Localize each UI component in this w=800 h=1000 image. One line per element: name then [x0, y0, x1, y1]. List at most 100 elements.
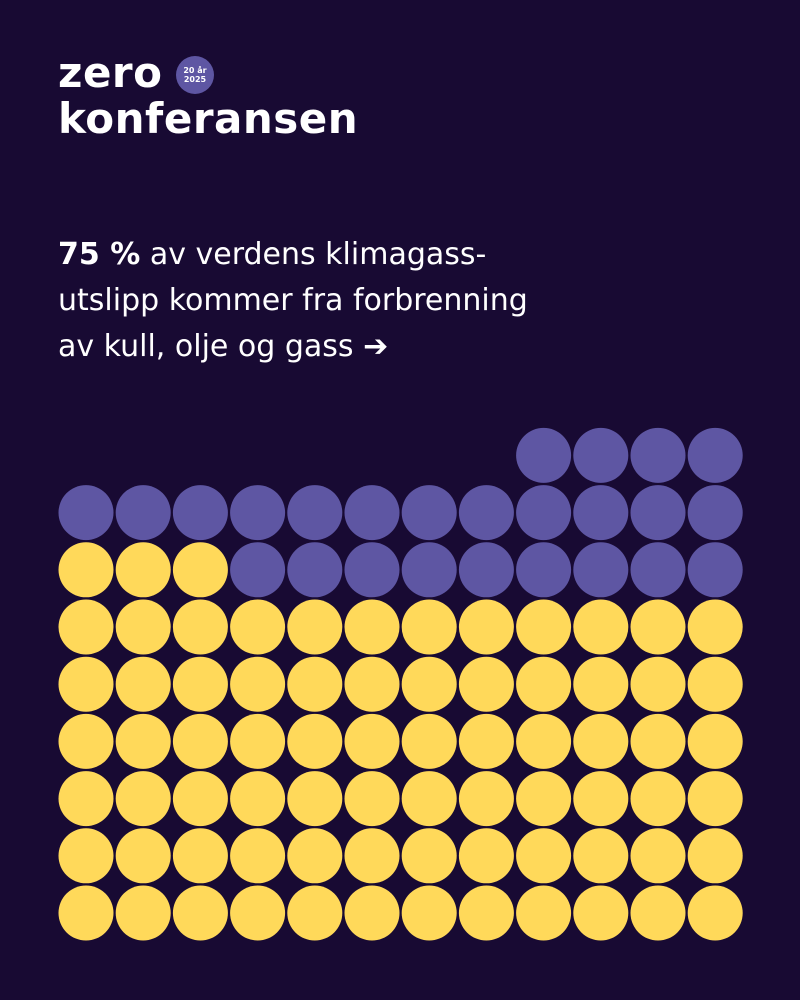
- waffle-unit-highlight: [573, 828, 629, 884]
- waffle-unit-highlight: [401, 599, 457, 655]
- waffle-unit-highlight: [287, 885, 343, 941]
- waffle-unit-highlight: [344, 885, 400, 941]
- waffle-unit-highlight: [115, 656, 171, 712]
- waffle-unit-highlight: [401, 713, 457, 769]
- waffle-unit-rest: [401, 485, 457, 541]
- waffle-unit-highlight: [630, 713, 686, 769]
- waffle-unit-rest: [115, 485, 171, 541]
- waffle-unit-rest: [516, 542, 572, 598]
- waffle-unit-rest: [287, 485, 343, 541]
- waffle-unit-highlight: [287, 828, 343, 884]
- waffle-unit-highlight: [58, 713, 114, 769]
- logo-word-konferansen: konferansen: [58, 94, 359, 143]
- waffle-unit-highlight: [687, 885, 743, 941]
- waffle-unit-highlight: [458, 713, 514, 769]
- waffle-unit-rest: [687, 542, 743, 598]
- headline-line2: utslipp kommer fra forbrenning: [58, 283, 528, 318]
- waffle-unit-highlight: [630, 828, 686, 884]
- waffle-unit-highlight: [573, 771, 629, 827]
- waffle-unit-rest: [573, 542, 629, 598]
- waffle-unit-highlight: [573, 656, 629, 712]
- waffle-unit-highlight: [516, 828, 572, 884]
- waffle-unit-highlight: [172, 599, 228, 655]
- waffle-unit-highlight: [516, 656, 572, 712]
- waffle-unit-highlight: [172, 656, 228, 712]
- waffle-unit-highlight: [573, 599, 629, 655]
- waffle-unit-highlight: [344, 771, 400, 827]
- waffle-unit-rest: [573, 427, 629, 483]
- waffle-unit-highlight: [401, 885, 457, 941]
- waffle-unit-highlight: [287, 771, 343, 827]
- waffle-unit-highlight: [115, 713, 171, 769]
- waffle-unit-highlight: [172, 713, 228, 769]
- waffle-unit-highlight: [630, 885, 686, 941]
- waffle-unit-highlight: [58, 885, 114, 941]
- waffle-unit-highlight: [230, 885, 286, 941]
- waffle-unit-highlight: [230, 656, 286, 712]
- waffle-unit-highlight: [458, 656, 514, 712]
- waffle-unit-rest: [230, 542, 286, 598]
- waffle-unit-highlight: [630, 599, 686, 655]
- waffle-unit-rest: [344, 485, 400, 541]
- waffle-unit-rest: [458, 542, 514, 598]
- waffle-unit-rest: [230, 485, 286, 541]
- headline-highlight: 75 %: [58, 237, 141, 272]
- waffle-unit-rest: [401, 542, 457, 598]
- waffle-unit-rest: [344, 542, 400, 598]
- waffle-unit-highlight: [344, 656, 400, 712]
- waffle-unit-highlight: [115, 542, 171, 598]
- waffle-unit-highlight: [687, 771, 743, 827]
- arrow-right-icon: ➔: [363, 329, 389, 364]
- waffle-unit-highlight: [230, 599, 286, 655]
- waffle-unit-highlight: [172, 542, 228, 598]
- waffle-unit-highlight: [58, 771, 114, 827]
- waffle-unit-highlight: [58, 656, 114, 712]
- waffle-unit-highlight: [287, 599, 343, 655]
- waffle-unit-highlight: [58, 599, 114, 655]
- waffle-unit-highlight: [115, 828, 171, 884]
- waffle-unit-highlight: [516, 885, 572, 941]
- waffle-unit-highlight: [630, 771, 686, 827]
- waffle-unit-highlight: [115, 599, 171, 655]
- waffle-unit-highlight: [687, 599, 743, 655]
- waffle-unit-highlight: [344, 599, 400, 655]
- waffle-unit-highlight: [516, 599, 572, 655]
- waffle-unit-highlight: [230, 828, 286, 884]
- waffle-unit-rest: [516, 427, 572, 483]
- waffle-unit-highlight: [344, 713, 400, 769]
- waffle-unit-highlight: [230, 771, 286, 827]
- logo: zero konferansen 20 år 2025: [58, 52, 358, 140]
- waffle-unit-highlight: [516, 713, 572, 769]
- waffle-unit-highlight: [401, 656, 457, 712]
- waffle-unit-highlight: [458, 828, 514, 884]
- waffle-unit-highlight: [230, 713, 286, 769]
- waffle-unit-rest: [630, 542, 686, 598]
- headline-line1: av verdens klimagass-: [149, 237, 487, 272]
- waffle-unit-highlight: [287, 713, 343, 769]
- waffle-unit-rest: [630, 427, 686, 483]
- waffle-unit-highlight: [401, 828, 457, 884]
- waffle-unit-highlight: [687, 713, 743, 769]
- waffle-unit-highlight: [458, 885, 514, 941]
- waffle-unit-highlight: [630, 656, 686, 712]
- waffle-unit-highlight: [172, 828, 228, 884]
- waffle-unit-highlight: [687, 656, 743, 712]
- waffle-unit-highlight: [458, 771, 514, 827]
- headline-line3: av kull, olje og gass: [58, 329, 354, 364]
- waffle-unit-highlight: [516, 771, 572, 827]
- badge-year: 2025: [183, 75, 207, 84]
- headline: 75 % av verdens klimagass- utslipp komme…: [58, 232, 758, 370]
- anniversary-badge: 20 år 2025: [176, 56, 214, 94]
- waffle-unit-rest: [58, 485, 114, 541]
- waffle-unit-highlight: [573, 885, 629, 941]
- waffle-unit-rest: [573, 485, 629, 541]
- waffle-unit-rest: [630, 485, 686, 541]
- waffle-unit-highlight: [287, 656, 343, 712]
- badge-years: 20 år: [183, 66, 207, 75]
- waffle-unit-rest: [172, 485, 228, 541]
- waffle-unit-rest: [287, 542, 343, 598]
- waffle-unit-highlight: [401, 771, 457, 827]
- waffle-unit-rest: [516, 485, 572, 541]
- waffle-unit-highlight: [58, 828, 114, 884]
